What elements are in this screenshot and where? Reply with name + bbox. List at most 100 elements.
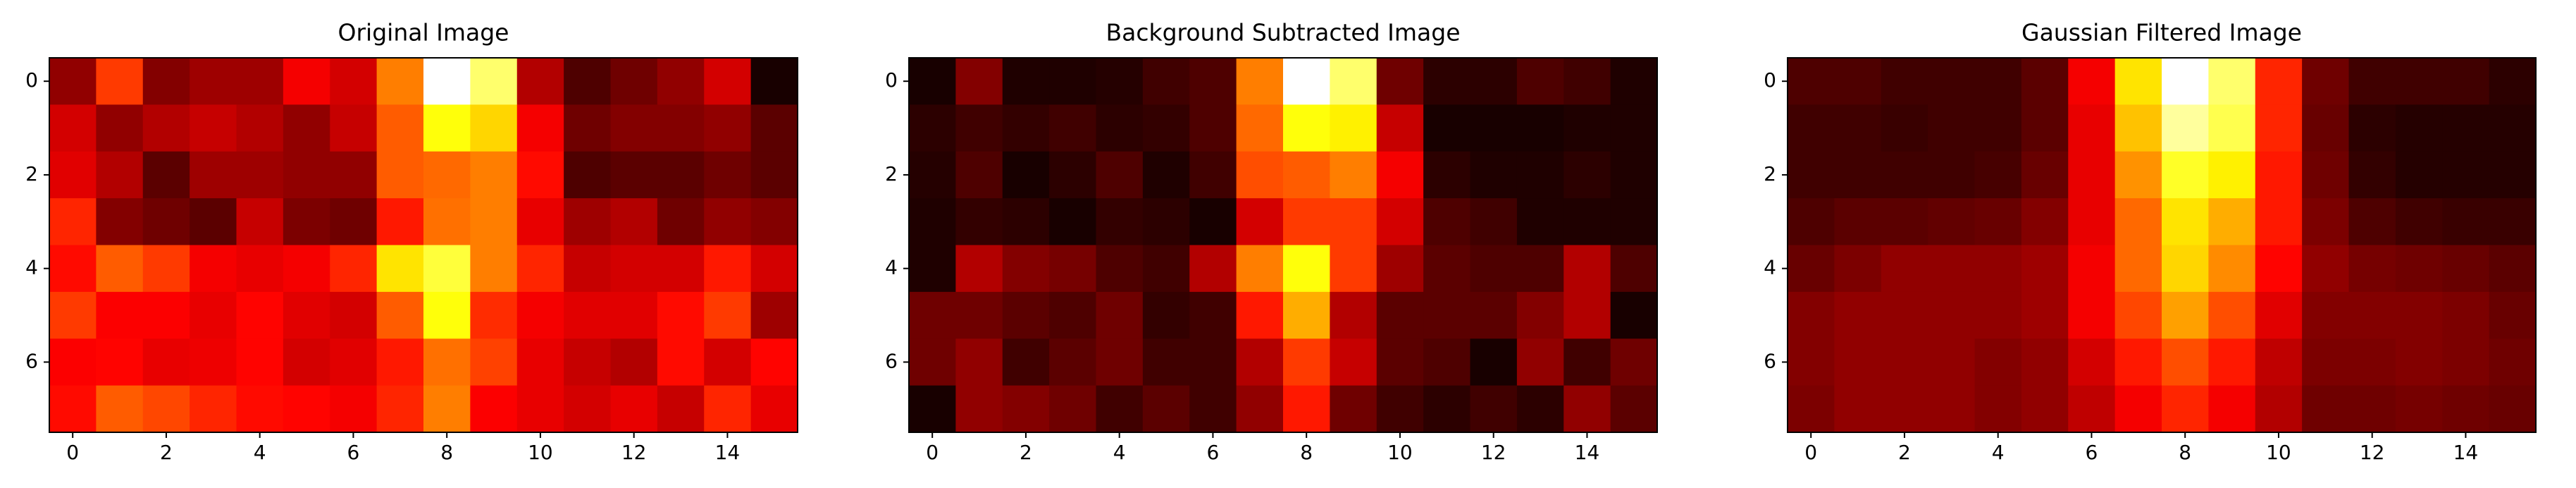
- heatmap-cell: [2255, 338, 2303, 386]
- y-tick-label: 2: [885, 162, 898, 185]
- heatmap-cell: [1096, 104, 1144, 152]
- heatmap-cell: [2442, 338, 2490, 386]
- heatmap-cell: [470, 104, 518, 152]
- heatmap-cell: [516, 291, 564, 339]
- heatmap-cell: [2489, 151, 2537, 199]
- heatmap-cell: [1563, 338, 1611, 386]
- heatmap-cell: [2208, 104, 2256, 152]
- x-tick-label: 12: [2360, 441, 2385, 464]
- heatmap-cell: [704, 151, 752, 199]
- heatmap-cell: [49, 245, 97, 293]
- heatmap-cell: [2068, 385, 2116, 433]
- heatmap-cell: [142, 338, 190, 386]
- y-tick-label: 4: [1764, 256, 1776, 279]
- heatmap-cell: [1142, 245, 1190, 293]
- heatmap-cell: [2442, 291, 2490, 339]
- heatmap-cell: [1236, 58, 1284, 105]
- heatmap-cell: [1470, 245, 1518, 293]
- heatmap-cell: [1788, 338, 1835, 386]
- heatmap-cell: [750, 198, 798, 245]
- heatmap-cell: [1330, 291, 1377, 339]
- heatmap-panel: Background Subtracted Image 0 2 4 6 8 10 12 14 0 2…: [885, 19, 1658, 464]
- heatmap-cell: [1423, 245, 1470, 293]
- heatmap-cell: [750, 338, 798, 386]
- heatmap-cell: [1834, 245, 1882, 293]
- heatmap-cell: [1470, 338, 1518, 386]
- heatmap-cell: [1610, 291, 1658, 339]
- heatmap-cell: [1928, 198, 1975, 245]
- heatmap-cell: [1881, 104, 1928, 152]
- heatmap-cell: [376, 151, 424, 199]
- heatmap-cell: [2489, 104, 2537, 152]
- heatmap-cell: [1470, 151, 1518, 199]
- heatmap-cell: [2021, 291, 2069, 339]
- y-tick-label: 4: [25, 256, 38, 279]
- heatmap-cell: [955, 291, 1003, 339]
- heatmap-cell: [1236, 338, 1284, 386]
- heatmap-cell: [2162, 104, 2209, 152]
- heatmap-cell: [1928, 58, 1975, 105]
- x-tick-label: 6: [2086, 441, 2098, 464]
- x-tick-label: 12: [621, 441, 647, 464]
- heatmap-cell: [2162, 198, 2209, 245]
- heatmap-cell: [1516, 104, 1564, 152]
- y-tick-label: 6: [25, 349, 38, 372]
- heatmap-cell: [2489, 198, 2537, 245]
- heatmap-cell: [2395, 198, 2443, 245]
- heatmap-cell: [2442, 58, 2490, 105]
- heatmap-cell: [1788, 385, 1835, 433]
- heatmap-cell: [2442, 151, 2490, 199]
- heatmap-cell: [2021, 338, 2069, 386]
- heatmap-cell: [610, 151, 658, 199]
- heatmap-cell: [330, 58, 378, 105]
- x-tick-label: 14: [1575, 441, 1600, 464]
- heatmap-cell: [2255, 151, 2303, 199]
- heatmap-cell: [2114, 151, 2162, 199]
- heatmap-cell: [1330, 104, 1377, 152]
- heatmap-cell: [2302, 198, 2349, 245]
- heatmap-cell: [2068, 104, 2116, 152]
- heatmap-cell: [610, 338, 658, 386]
- heatmap-cell: [2348, 245, 2396, 293]
- heatmap-cell: [376, 58, 424, 105]
- heatmap-cell: [49, 385, 97, 433]
- heatmap-cell: [2442, 198, 2490, 245]
- heatmap-cell: [2348, 58, 2396, 105]
- heatmap-cell: [1283, 104, 1330, 152]
- heatmap-cell: [2348, 104, 2396, 152]
- heatmap-cell: [142, 58, 190, 105]
- heatmap-cell: [657, 338, 705, 386]
- heatmap-cell: [516, 198, 564, 245]
- heatmap-cell: [1610, 151, 1658, 199]
- heatmap-cell: [1423, 291, 1470, 339]
- x-tick-label: 6: [1207, 441, 1220, 464]
- heatmap-cell: [2489, 385, 2537, 433]
- heatmap-cell: [2021, 58, 2069, 105]
- heatmap-cell: [1142, 198, 1190, 245]
- heatmap-cell: [236, 245, 284, 293]
- heatmap-cell: [2114, 385, 2162, 433]
- heatmap-cell: [2114, 58, 2162, 105]
- heatmap-cell: [704, 338, 752, 386]
- heatmap-cell: [1330, 58, 1377, 105]
- heatmap-cell: [1974, 198, 2022, 245]
- heatmap-cell: [750, 104, 798, 152]
- x-tick-label: 10: [1387, 441, 1413, 464]
- heatmap-cell: [376, 104, 424, 152]
- heatmap-cell: [1516, 385, 1564, 433]
- heatmap-cell: [1096, 151, 1144, 199]
- x-tick-label: 2: [160, 441, 173, 464]
- heatmap-cell: [2302, 385, 2349, 433]
- heatmap-cell: [1470, 291, 1518, 339]
- heatmap-cell: [1563, 151, 1611, 199]
- heatmap-cell: [2208, 198, 2256, 245]
- heatmap-cell: [423, 104, 471, 152]
- heatmap-cell: [1096, 198, 1144, 245]
- heatmap-cell: [1928, 338, 1975, 386]
- heatmap-cell: [2021, 151, 2069, 199]
- heatmap-cell: [1881, 291, 1928, 339]
- x-tick-label: 4: [1992, 441, 2005, 464]
- heatmap-cell: [1283, 291, 1330, 339]
- heatmap-cell: [142, 385, 190, 433]
- heatmap-cell: [2068, 338, 2116, 386]
